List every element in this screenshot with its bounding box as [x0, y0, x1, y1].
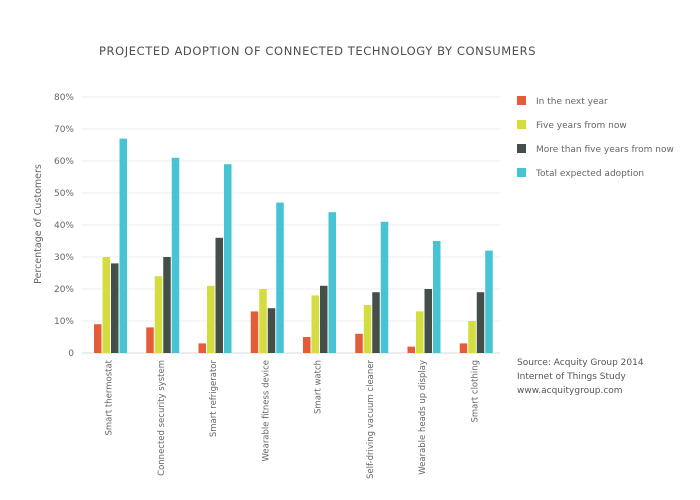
bar [102, 257, 110, 353]
bar [250, 311, 259, 353]
bar [320, 285, 328, 353]
source-line-2: Internet of Things Study [517, 372, 626, 382]
source-line-3: www.acquitygroup.com [517, 386, 623, 396]
x-category-label: Wearable heads up display [418, 360, 428, 475]
bar [476, 292, 485, 353]
x-category-label: Smart refrigerator [209, 359, 219, 437]
x-category-label: Smart watch [314, 360, 324, 414]
y-axis-ticks: 0 10% 20% 30% 40% 50% 60% 70% 80% [54, 93, 74, 359]
bar [328, 212, 336, 353]
bar [303, 337, 311, 353]
bar [94, 324, 102, 353]
bar [198, 343, 206, 353]
x-category-label: Smart clothing [470, 360, 480, 423]
bar-group-self-driving-vacuum-cleaner [355, 221, 389, 353]
source-note: Source: Acquity Group 2014 Internet of T… [517, 358, 644, 396]
bar [207, 285, 215, 353]
bar-group-smart-clothing [459, 250, 493, 353]
bar [424, 289, 432, 353]
bar-group-smart-watch [303, 212, 336, 353]
bar [224, 164, 232, 353]
gridlines [82, 96, 500, 354]
legend: In the next year Five years from now More … [517, 96, 674, 179]
bar [215, 237, 223, 353]
x-category-label: Connected security system [157, 360, 167, 476]
bar [311, 295, 319, 353]
y-tick-label: 70% [54, 125, 74, 135]
chart-title: PROJECTED ADOPTION OF CONNECTED TECHNOLO… [99, 44, 536, 58]
bar-group-connected-security-system [146, 157, 180, 353]
bar [363, 305, 372, 353]
bar [119, 138, 127, 353]
legend-swatch [517, 168, 526, 177]
y-tick-label: 40% [54, 221, 74, 231]
y-tick-label: 30% [54, 253, 74, 263]
x-category-label: Self-driving vacuum cleaner [366, 360, 376, 479]
bar [276, 202, 284, 353]
legend-swatch [517, 144, 526, 153]
x-category-label: Smart thermostat [105, 359, 115, 435]
source-line-1: Source: Acquity Group 2014 [517, 358, 644, 368]
bar-group-smart-refrigerator [198, 164, 232, 353]
bar [433, 241, 441, 353]
legend-label: Total expected adoption [535, 169, 644, 179]
y-tick-label: 80% [54, 93, 74, 103]
y-tick-label: 10% [54, 317, 74, 327]
legend-label: More than five years from now [536, 145, 674, 155]
bar-group-wearable-heads-up-display [407, 241, 441, 353]
x-axis-categories: Smart thermostat Connected security syste… [105, 359, 481, 479]
bar [407, 346, 415, 353]
bar [111, 263, 119, 353]
bar [485, 250, 493, 353]
bar [154, 276, 163, 353]
legend-swatch [517, 120, 526, 129]
legend-label: In the next year [536, 97, 608, 107]
bar-group-smart-thermostat [94, 138, 127, 353]
bar-group-wearable-fitness-device [250, 202, 284, 353]
bar [146, 327, 154, 353]
y-tick-label: 0 [68, 349, 74, 359]
bar [163, 257, 171, 353]
bar [459, 343, 468, 353]
legend-swatch [517, 96, 526, 105]
bar [468, 321, 476, 353]
y-tick-label: 60% [54, 157, 74, 167]
bar [355, 333, 363, 353]
bar [416, 311, 424, 353]
bars [94, 138, 493, 353]
legend-label: Five years from now [536, 121, 627, 131]
bar [380, 221, 389, 353]
bar [171, 157, 180, 353]
y-tick-label: 20% [54, 285, 74, 295]
x-category-label: Wearable fitness device [261, 360, 271, 462]
bar [372, 292, 380, 353]
bar [267, 308, 276, 353]
bar [259, 289, 267, 353]
y-axis-label: Percentage of Customers [33, 164, 44, 284]
y-tick-label: 50% [54, 189, 74, 199]
